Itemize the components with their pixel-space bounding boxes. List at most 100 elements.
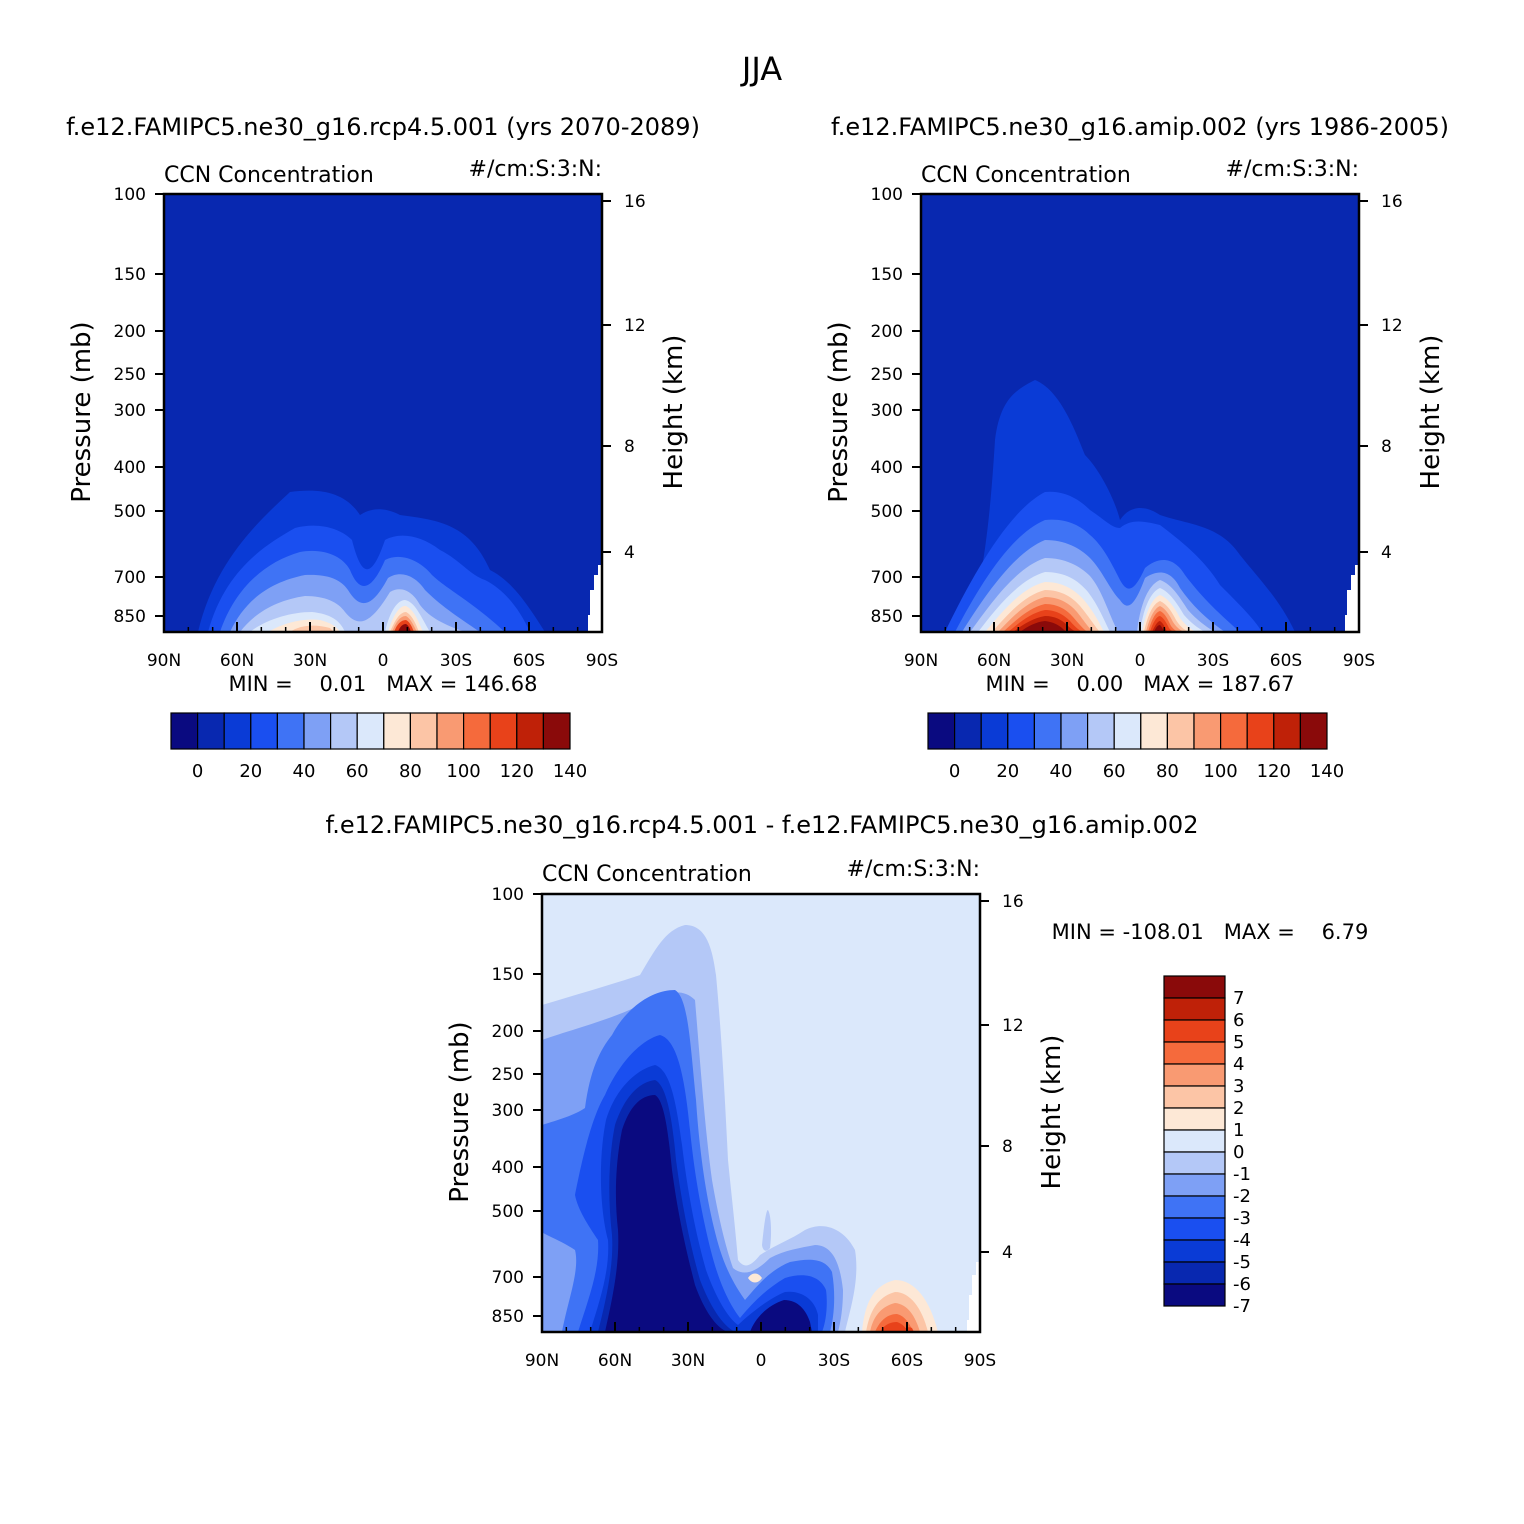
colorbar-swatch	[489, 712, 518, 750]
contour-band-min	[605, 1095, 812, 1332]
contour-band-pos5	[880, 1322, 914, 1332]
x-tick-label: 30S	[1197, 651, 1229, 671]
panel-difference: f.e12.FAMIPC5.ne30_g16.rcp4.5.001 - f.e1…	[326, 811, 1369, 1371]
case-title: f.e12.FAMIPC5.ne30_g16.rcp4.5.001 - f.e1…	[326, 811, 1199, 839]
colorbar-label: 5	[1233, 1032, 1244, 1053]
y-tick-label: 500	[114, 502, 146, 522]
x-tick-label: 60N	[220, 651, 254, 671]
colorbar-swatch	[980, 712, 1009, 750]
colorbar-swatch	[1007, 712, 1035, 750]
colorbar-swatch	[1273, 712, 1302, 750]
colorbar-swatch	[1060, 712, 1089, 750]
colorbar-swatch	[1113, 712, 1142, 750]
x-tick-label: 30N	[1050, 651, 1084, 671]
case-title: f.e12.FAMIPC5.ne30_g16.rcp4.5.001 (yrs 2…	[66, 113, 700, 141]
colorbar-swatch	[542, 712, 571, 750]
y-tick-label: 850	[114, 607, 146, 627]
stats-text: MIN = 0.01 MAX = 146.68	[228, 672, 537, 696]
colorbar: 0 20 40 60 80 100 120 140	[927, 712, 1344, 782]
colorbar-swatch	[383, 712, 411, 750]
colorbar-swatch	[1163, 1041, 1226, 1065]
y-tick-label: 700	[871, 568, 903, 588]
colorbar-swatch	[1163, 997, 1226, 1021]
x-tick-label: 60S	[891, 1351, 923, 1371]
y-tick-label: 400	[492, 1158, 524, 1178]
colorbar-label: 100	[1203, 761, 1237, 782]
contour-band-70	[268, 605, 423, 632]
colorbar-label: 1	[1233, 1120, 1244, 1141]
colorbar-label: -2	[1233, 1186, 1251, 1207]
colorbar-swatch	[1163, 975, 1226, 999]
colorbar-label: 0	[1233, 1142, 1244, 1163]
colorbar-swatch	[170, 712, 199, 750]
colorbar-swatch	[1163, 1019, 1226, 1043]
y-tick-label: 500	[871, 502, 903, 522]
x-tick-label: 60S	[513, 651, 545, 671]
colorbar-label: 3	[1233, 1076, 1244, 1097]
y2-tick-label: 12	[1002, 1016, 1024, 1036]
colorbar-swatch	[1163, 1283, 1226, 1307]
y-tick-label: 100	[114, 185, 146, 205]
contour-band-140	[1020, 621, 1164, 632]
y-tick-label: 700	[114, 568, 146, 588]
colorbar-swatch	[356, 712, 385, 750]
colorbar-swatch	[1193, 712, 1222, 750]
colorbar-swatch	[463, 712, 491, 750]
y2-tick-label: 8	[624, 437, 635, 457]
colorbar-label: 120	[1257, 761, 1291, 782]
y-tick-label: 100	[492, 885, 524, 905]
colorbar-label: 2	[1233, 1098, 1244, 1119]
contour-band-80	[290, 612, 419, 632]
colorbar-swatch	[1033, 712, 1062, 750]
colorbar-swatch	[1163, 1261, 1226, 1285]
y-tick-label: 300	[871, 401, 903, 421]
colorbar-label: 0	[949, 761, 960, 782]
colorbar-swatch	[1219, 712, 1248, 750]
y2-tick-label: 4	[624, 543, 635, 563]
colorbar-swatch	[953, 712, 982, 750]
x-tick-label: 0	[756, 1351, 767, 1371]
colorbar-label: 0	[192, 761, 203, 782]
contour-band-neg2-ring	[762, 1210, 772, 1251]
colorbar-label: 40	[1050, 761, 1073, 782]
y-tick-label: 150	[114, 265, 146, 285]
y2-tick-label: 8	[1002, 1137, 1013, 1157]
colorbar-label: 100	[446, 761, 480, 782]
colorbar-label: 7	[1233, 988, 1244, 1009]
colorbar-label: 20	[239, 761, 262, 782]
x-tick-label: 90S	[586, 651, 618, 671]
y2-tick-label: 4	[1002, 1243, 1013, 1263]
colorbar-swatch	[330, 712, 358, 750]
colorbar-swatch	[927, 712, 956, 750]
colorbar-label: 6	[1233, 1010, 1244, 1031]
y-tick-label: 200	[114, 322, 146, 342]
y-tick-label: 400	[871, 458, 903, 478]
colorbar-swatch	[1163, 1239, 1226, 1263]
y-axis-label: Pressure (mb)	[67, 321, 97, 502]
stats-text: MIN = -108.01 MAX = 6.79	[1052, 920, 1369, 944]
colorbar-label: 140	[1310, 761, 1344, 782]
y-axis-label: Pressure (mb)	[445, 1021, 475, 1202]
case-title: f.e12.FAMIPC5.ne30_g16.amip.002 (yrs 198…	[831, 113, 1449, 141]
y-tick-label: 250	[114, 365, 146, 385]
x-tick-label: 30S	[818, 1351, 850, 1371]
y2-tick-label: 8	[1381, 437, 1392, 457]
y-tick-label: 250	[492, 1065, 524, 1085]
colorbar-label: -5	[1233, 1252, 1251, 1273]
x-tick-label: 60N	[977, 651, 1011, 671]
colorbar-label: -3	[1233, 1208, 1251, 1229]
colorbar-label: 4	[1233, 1054, 1244, 1075]
x-tick-label: 60N	[598, 1351, 632, 1371]
colorbar-swatch	[1163, 1173, 1226, 1197]
colorbar-swatch	[1163, 1151, 1226, 1175]
y2-tick-label: 16	[1002, 892, 1024, 912]
units-label: #/cm:S:3:N:	[847, 857, 980, 882]
units-label: #/cm:S:3:N:	[1226, 157, 1359, 182]
missing-data-mask	[588, 565, 602, 632]
missing-data-mask	[1345, 565, 1359, 632]
y2-tick-label: 4	[1381, 543, 1392, 563]
y-tick-label: 850	[492, 1307, 524, 1327]
y-axis-label: Pressure (mb)	[824, 321, 854, 502]
colorbar-label: -4	[1233, 1230, 1251, 1251]
